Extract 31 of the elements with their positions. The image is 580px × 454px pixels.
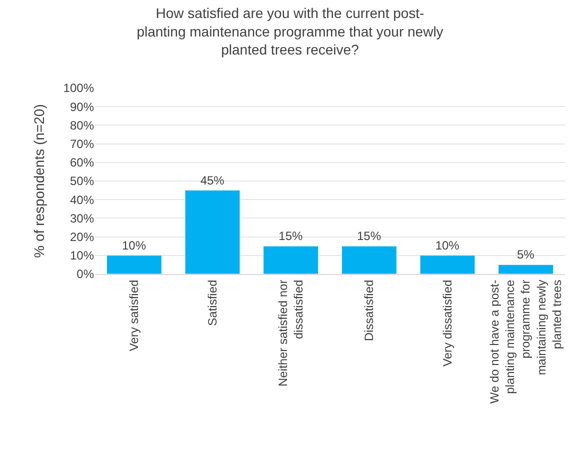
x-tick-label: Very dissatisfied <box>440 280 454 367</box>
bar <box>184 190 240 274</box>
y-axis-title: % of respondents (n=20) <box>30 104 47 258</box>
y-tick-label: 90% <box>70 100 94 114</box>
data-label: 10% <box>435 238 460 252</box>
bar <box>106 255 162 274</box>
y-tick-label: 0% <box>76 267 94 282</box>
x-tick-label: We do not have a post-planting maintenance programme for maintaining newly planted trees <box>488 279 564 404</box>
chart-title: How satisfied are you with the current post-planting maintenance programme that your newly planted trees receive? <box>136 5 444 58</box>
x-tick-label: Neither satisfied nor dissatisfied <box>276 280 306 387</box>
bar <box>498 264 554 274</box>
data-label: 45% <box>200 173 225 188</box>
x-tick-label: Dissatisfied <box>362 280 376 342</box>
y-tick-label: 100% <box>63 81 94 96</box>
bar <box>420 255 476 274</box>
y-tick-label: 80% <box>70 118 94 132</box>
y-tick-label: 10% <box>70 248 94 263</box>
y-tick-label: 50% <box>70 174 94 188</box>
x-tick-label: Very satisfied <box>127 280 142 352</box>
data-label: 15% <box>356 229 382 244</box>
x-tick-label: Satisfied <box>205 280 220 326</box>
y-tick-label: 60% <box>70 156 94 170</box>
y-tick-label: 40% <box>70 192 94 207</box>
y-tick-label: 30% <box>70 211 94 226</box>
y-tick-label: 70% <box>70 137 94 151</box>
data-label: 5% <box>517 248 535 262</box>
data-label: 15% <box>278 229 304 244</box>
data-label: 10% <box>122 238 146 252</box>
bar <box>263 246 318 274</box>
y-tick-label: 20% <box>70 230 94 244</box>
bar <box>342 246 397 274</box>
